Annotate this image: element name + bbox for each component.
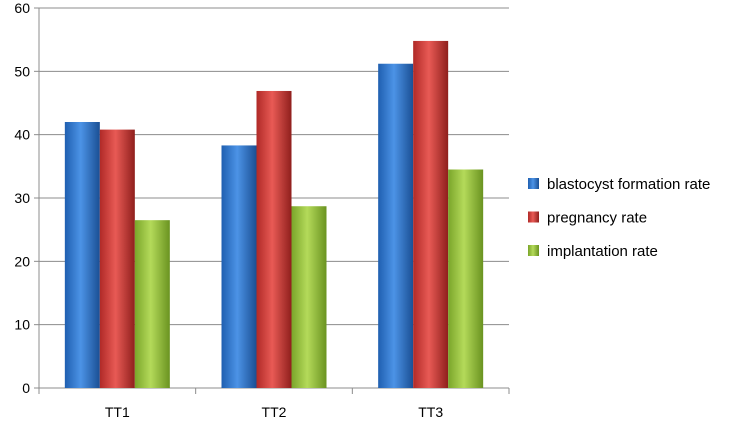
bars: [64, 40, 484, 388]
y-tick-label: 60: [14, 0, 30, 16]
legend-label: blastocyst formation rate: [547, 176, 710, 193]
bar-tt3-series-1: [378, 63, 414, 388]
bar-tt2-series-1: [221, 145, 257, 388]
y-tick-label: 50: [14, 63, 30, 79]
y-tick-label: 10: [14, 317, 30, 333]
y-tick-label: 20: [14, 253, 30, 269]
y-tick-label: 30: [14, 190, 30, 206]
bar-tt1-series-1: [64, 122, 100, 388]
bar-tt1-series-3: [134, 220, 170, 388]
y-tick-label: 40: [14, 127, 30, 143]
legend-swatch: [528, 211, 539, 223]
x-tick-labels: TT1 TT2 TT3: [105, 404, 443, 420]
x-tick-label: TT1: [105, 404, 130, 420]
legend-swatch: [528, 245, 539, 256]
legend-label: implantation rate: [547, 243, 658, 260]
bar-tt2-series-2: [256, 90, 292, 388]
bar-tt2-series-3: [291, 206, 327, 388]
y-tick-labels: 0 10 20 30 40 50 60: [14, 0, 30, 396]
bar-tt1-series-2: [99, 129, 135, 388]
x-tick-label: TT2: [262, 404, 287, 420]
bar-tt3-series-2: [413, 40, 449, 388]
x-tick-label: TT3: [418, 404, 443, 420]
legend-swatch: [528, 178, 539, 189]
legend: blastocyst formation rate pregnancy rate i…: [528, 176, 710, 260]
bar-tt3-series-3: [448, 169, 484, 388]
legend-label: pregnancy rate: [547, 210, 647, 227]
y-tick-label: 0: [22, 380, 30, 396]
